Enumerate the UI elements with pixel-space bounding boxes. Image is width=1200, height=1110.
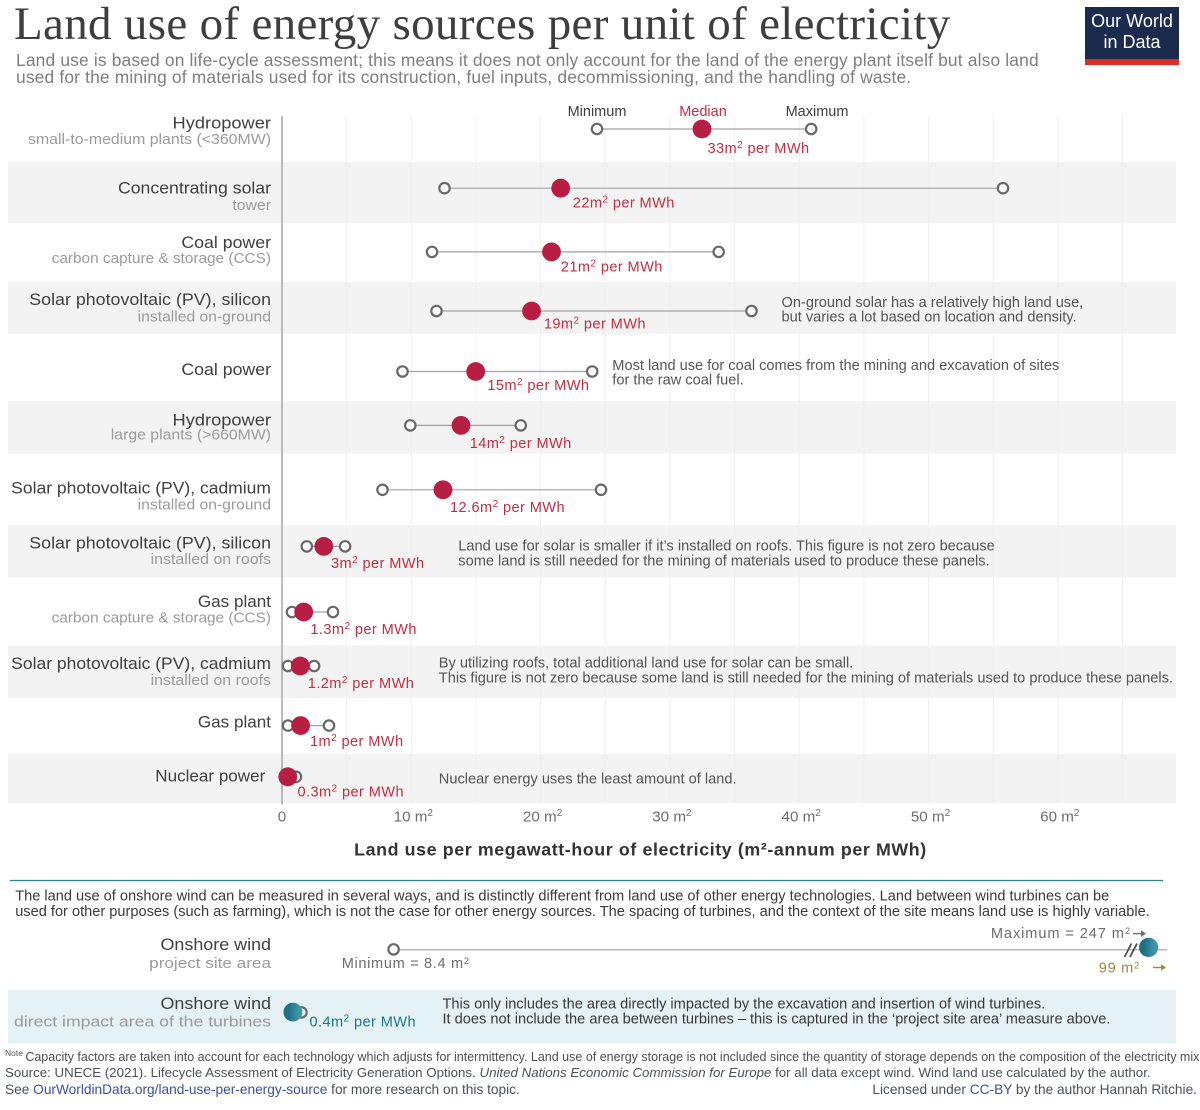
svg-text:0.4m2 per MWh: 0.4m2 per MWh <box>310 1013 416 1030</box>
svg-text:installed on-ground: installed on-ground <box>138 497 271 514</box>
svg-text:22m2 per MWh: 22m2 per MWh <box>573 195 675 212</box>
svg-text:small-to-medium plants (<360MW: small-to-medium plants (<360MW) <box>28 131 271 148</box>
svg-text:Onshore wind: Onshore wind <box>161 995 272 1013</box>
svg-text:14m2 per MWh: 14m2 per MWh <box>470 435 572 452</box>
svg-text:10 m2: 10 m2 <box>394 808 434 826</box>
svg-text:Most land use for coal comes f: Most land use for coal comes from the mi… <box>612 358 1059 374</box>
svg-text:Nuclear energy uses the least: Nuclear energy uses the least amount of … <box>439 771 737 787</box>
svg-text:Nuclear power: Nuclear power <box>155 768 266 786</box>
svg-text:50 m2: 50 m2 <box>911 808 951 826</box>
svg-text:tower: tower <box>232 197 271 214</box>
svg-text:30 m2: 30 m2 <box>652 808 692 826</box>
svg-text:This only includes the area di: This only includes the area directly imp… <box>443 997 1046 1013</box>
svg-text:but varies a lot based on loca: but varies a lot based on location and d… <box>782 310 1077 326</box>
svg-text:0.3m2 per MWh: 0.3m2 per MWh <box>298 784 404 801</box>
svg-text:By utilizing roofs, total addi: By utilizing roofs, total additional lan… <box>439 656 854 672</box>
svg-text:used for other purposes (such: used for other purposes (such as farming… <box>15 904 1150 920</box>
svg-text:It does not include the area b: It does not include the area between tur… <box>443 1012 1111 1028</box>
svg-text:1.3m2 per MWh: 1.3m2 per MWh <box>310 621 416 638</box>
svg-text:installed on-ground: installed on-ground <box>138 308 271 325</box>
svg-text:Land use for solar is smaller: Land use for solar is smaller if it’s in… <box>458 539 994 555</box>
svg-text:Minimum = 8.4 m2: Minimum = 8.4 m2 <box>342 956 470 972</box>
svg-text:19m2 per MWh: 19m2 per MWh <box>544 316 646 333</box>
svg-text:Solar photovoltaic (PV), silic: Solar photovoltaic (PV), silicon <box>29 291 271 309</box>
svg-text:Minimum: Minimum <box>568 104 627 120</box>
svg-text:21m2 per MWh: 21m2 per MWh <box>561 259 663 276</box>
svg-text:12.6m2 per MWh: 12.6m2 per MWh <box>450 499 565 516</box>
svg-text:Onshore wind: Onshore wind <box>161 936 272 954</box>
svg-text:Solar photovoltaic (PV), cadmi: Solar photovoltaic (PV), cadmium <box>11 479 271 497</box>
svg-text:Hydropower: Hydropower <box>173 411 272 429</box>
svg-text:This figure is not zero becaus: This figure is not zero because some lan… <box>439 671 1173 687</box>
svg-text:1.2m2 per MWh: 1.2m2 per MWh <box>308 675 414 692</box>
svg-text:project site area: project site area <box>149 955 272 972</box>
svg-text:carbon capture & storage (CCS): carbon capture & storage (CCS) <box>52 250 271 267</box>
svg-text:15m2 per MWh: 15m2 per MWh <box>487 377 589 394</box>
svg-text:Land use per megawatt-hour of: Land use per megawatt-hour of electricit… <box>354 839 927 859</box>
svg-text:On-ground solar has a relative: On-ground solar has a relatively high la… <box>782 295 1084 311</box>
svg-text:installed on roofs: installed on roofs <box>151 672 271 689</box>
svg-text:large plants (>660MW): large plants (>660MW) <box>111 427 271 444</box>
svg-text:The land use of onshore wind c: The land use of onshore wind can be meas… <box>15 888 1109 904</box>
svg-text:direct impact area of the turb: direct impact area of the turbines <box>14 1014 271 1031</box>
svg-text:0: 0 <box>278 809 286 826</box>
svg-text:Solar photovoltaic (PV), silic: Solar photovoltaic (PV), silicon <box>29 534 271 552</box>
svg-text:for the raw coal fuel.: for the raw coal fuel. <box>612 373 743 389</box>
svg-text:Gas plant: Gas plant <box>198 713 272 731</box>
svg-text:installed on roofs: installed on roofs <box>151 551 271 568</box>
svg-text:60 m2: 60 m2 <box>1040 808 1080 826</box>
svg-text:99 m2: 99 m2 <box>1099 960 1140 976</box>
svg-text:some land is still needed for: some land is still needed for the mining… <box>458 554 989 570</box>
svg-text:Maximum = 247 m2: Maximum = 247 m2 <box>991 926 1131 942</box>
svg-text:Gas plant: Gas plant <box>198 593 272 611</box>
svg-text:Coal power: Coal power <box>181 361 271 379</box>
svg-text:20 m2: 20 m2 <box>523 808 563 826</box>
svg-text:Solar photovoltaic (PV), cadmi: Solar photovoltaic (PV), cadmium <box>11 655 271 673</box>
svg-text:3m2 per MWh: 3m2 per MWh <box>331 555 425 572</box>
svg-text:Maximum: Maximum <box>786 104 849 120</box>
svg-text:Hydropower: Hydropower <box>173 114 272 132</box>
svg-text:40 m2: 40 m2 <box>782 808 822 826</box>
svg-text:33m2 per MWh: 33m2 per MWh <box>708 140 810 157</box>
svg-text:Coal power: Coal power <box>181 234 271 252</box>
svg-text:1m2 per MWh: 1m2 per MWh <box>310 733 404 750</box>
svg-text:Concentrating solar: Concentrating solar <box>118 180 272 198</box>
svg-text:carbon capture & storage (CCS): carbon capture & storage (CCS) <box>52 610 271 627</box>
svg-text:Median: Median <box>679 104 727 120</box>
